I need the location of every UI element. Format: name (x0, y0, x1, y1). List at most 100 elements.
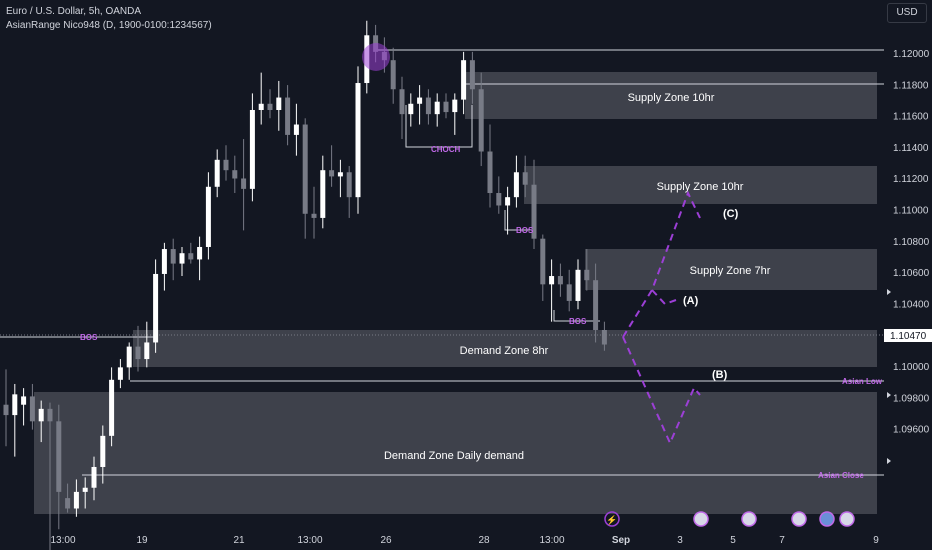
us-flag-event-icon (791, 511, 807, 527)
price-tick-label: 1.11800 (893, 80, 929, 91)
candle-body (249, 110, 255, 189)
price-tick-label: 1.11200 (893, 174, 929, 185)
candle-body (452, 99, 458, 113)
candle-body (205, 186, 211, 247)
demand-zone-2 (34, 392, 877, 514)
candle-body (232, 170, 238, 179)
label-a: (A) (683, 295, 699, 307)
bos-label-1: BOS (80, 333, 98, 342)
label-c: (C) (723, 208, 739, 220)
time-tick-label: Sep (612, 535, 630, 546)
candles-layer (3, 20, 607, 550)
candle-body (557, 276, 563, 285)
lightning-glyph: ⚡ (606, 514, 617, 526)
supply-zone-2 (524, 166, 877, 204)
event-icons[interactable]: ⚡ (604, 511, 855, 527)
chart-header: Euro / U.S. Dollar, 5h, OANDA AsianRange… (6, 5, 212, 33)
candle-body (3, 404, 9, 416)
candle-body (584, 269, 590, 281)
projection-a (651, 289, 677, 306)
candle-body (513, 172, 519, 198)
candle-body (197, 246, 203, 260)
time-tick-label: 13:00 (50, 535, 75, 546)
candle-body (425, 97, 431, 115)
candle-body (179, 253, 185, 264)
candle-body (399, 89, 405, 115)
arrow-right-icon (887, 289, 891, 295)
candle-body (434, 101, 440, 115)
candle-body (355, 83, 361, 198)
candle-body (214, 159, 220, 187)
price-tick-label: 1.12000 (893, 49, 930, 60)
lightning-event-icon (604, 511, 620, 527)
candle-body (188, 253, 194, 260)
candle-body (38, 408, 44, 422)
time-tick-label: 26 (380, 535, 392, 546)
candle-body (21, 396, 27, 405)
time-tick-label: 9 (873, 535, 879, 546)
price-tick-label: 1.10400 (893, 299, 930, 310)
candle-body (302, 124, 308, 214)
symbol-title[interactable]: Euro / U.S. Dollar, 5h, OANDA (6, 6, 142, 17)
candle-body (285, 97, 291, 135)
candle-body (153, 273, 159, 343)
candle-body (109, 379, 115, 436)
candle-body (241, 178, 247, 189)
candle-body (329, 170, 335, 177)
currency-button[interactable]: USD (887, 3, 927, 23)
time-axis[interactable]: 13:00 19 21 13:00 26 28 13:00 Sep 3 5 7 9 (50, 535, 879, 546)
candle-body (117, 367, 123, 380)
candle-body (469, 60, 475, 90)
price-tick-label: 1.10000 (893, 362, 930, 373)
axis-arrows (887, 289, 891, 464)
bos-bracket-3 (553, 310, 600, 322)
bos-label-2: BOS (516, 226, 534, 235)
globe-event-icon (819, 511, 835, 527)
candle-body (311, 213, 317, 218)
label-b: (B) (712, 369, 728, 381)
high-marker (362, 43, 390, 71)
candle-body (65, 498, 71, 509)
bos-bracket-2 (504, 210, 530, 231)
candle-body (293, 124, 299, 135)
candle-body (47, 408, 53, 422)
choch-label: CHOCH (431, 145, 461, 154)
us-flag-event-icon (839, 511, 855, 527)
candle-body (417, 97, 423, 104)
current-price-badge (884, 329, 932, 342)
candle-body (601, 330, 607, 345)
time-tick-label: 28 (478, 535, 490, 546)
choch-bracket (405, 105, 473, 148)
candle-body (126, 346, 132, 368)
projection-down (622, 336, 701, 446)
time-tick-label: 5 (730, 535, 736, 546)
candle-body (346, 172, 352, 198)
candle-body (100, 435, 106, 467)
candle-body (276, 97, 282, 110)
supply-zone-3 (585, 249, 877, 290)
asian-low-label: Asian Low (842, 377, 883, 386)
candle-body (12, 394, 18, 416)
price-tick-label: 1.10600 (893, 268, 930, 279)
indicator-title[interactable]: AsianRange Nico948 (D, 1900-0100:1234567… (6, 20, 212, 31)
candle-body (144, 342, 150, 360)
price-tick-label: 1.11000 (893, 206, 929, 217)
candle-body (487, 151, 493, 194)
price-tick-label: 1.11400 (893, 143, 929, 154)
price-axis[interactable]: 1.12000 1.11800 1.11600 1.11400 1.11200 1.110… (893, 49, 930, 436)
us-flag-event-icon (693, 511, 709, 527)
candle-body (575, 269, 581, 301)
price-tick-label: 1.11600 (893, 112, 929, 123)
candle-body (505, 197, 511, 206)
time-tick-label: 21 (233, 535, 245, 546)
candle-body (135, 346, 141, 360)
candle-body (337, 172, 343, 177)
candle-body (267, 103, 273, 110)
candle-body (408, 103, 414, 115)
asian-close-label: Asian Close (818, 471, 864, 480)
price-tick-label: 1.09600 (893, 425, 930, 436)
supply-zone-3-label: Supply Zone 7hr (690, 265, 771, 277)
candle-body (73, 491, 79, 509)
zones-layer (34, 72, 877, 514)
